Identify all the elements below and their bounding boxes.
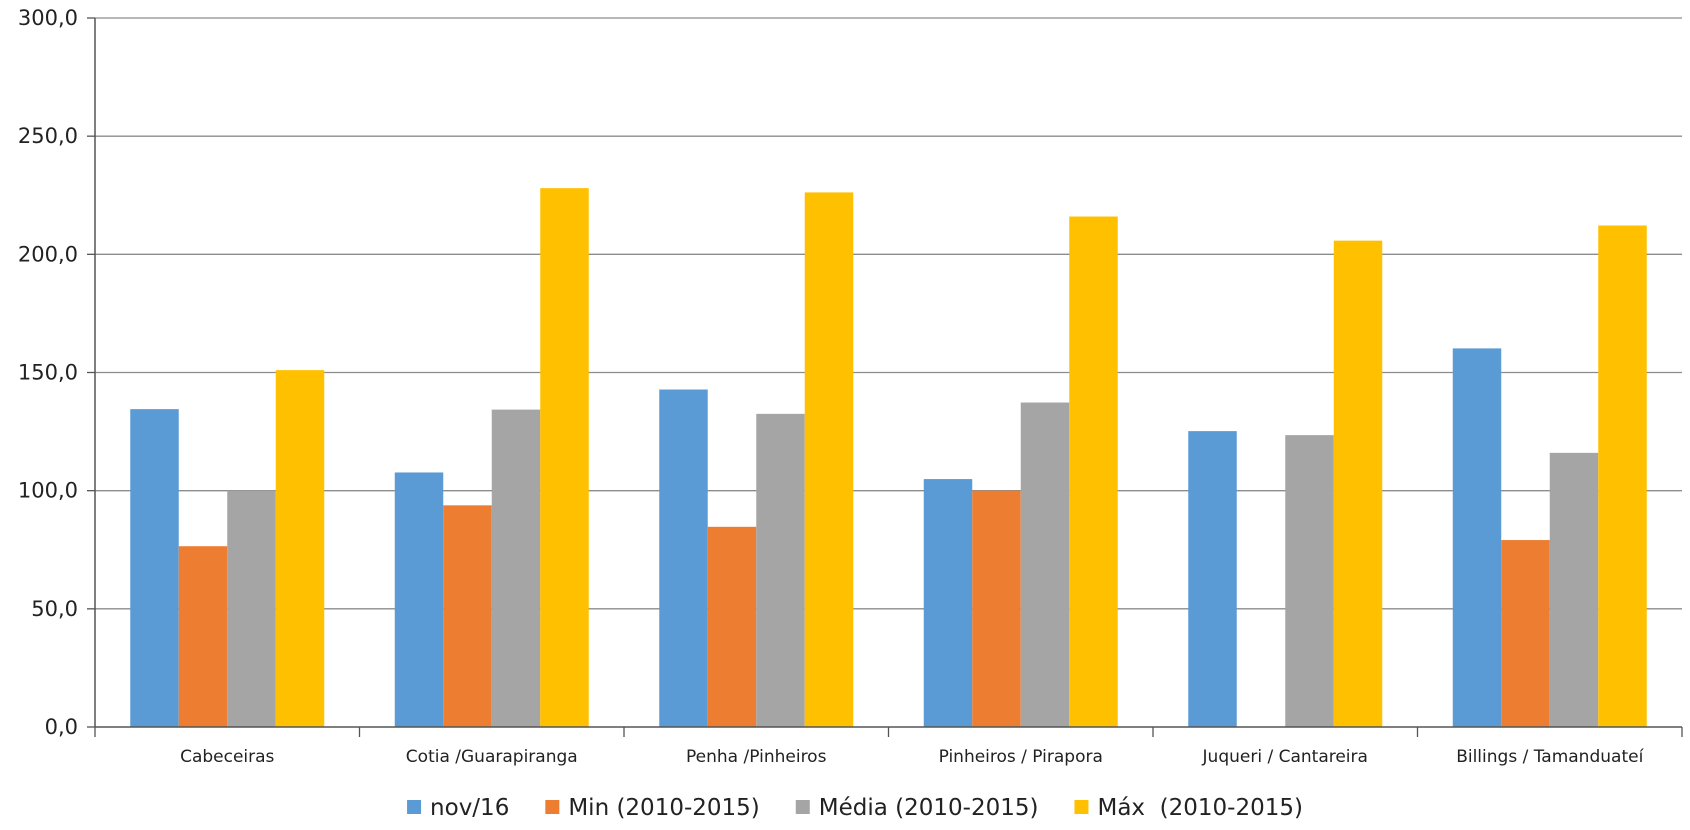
bar — [756, 413, 805, 727]
y-tick-label: 300,0 — [18, 6, 78, 30]
bar — [1333, 240, 1383, 727]
x-tick-label: Cotia /Guarapiranga — [406, 747, 578, 767]
bar — [1501, 540, 1550, 727]
bar — [394, 472, 444, 727]
y-tick-label: 200,0 — [18, 242, 78, 266]
bar — [491, 409, 541, 727]
legend-swatch — [545, 800, 560, 814]
x-tick-label: Penha /Pinheiros — [686, 747, 827, 767]
y-tick-label: 50,0 — [31, 597, 78, 621]
axes: 0,0 50,0 100,0 150,0 200,0 250,0 300,0 Cabeceir… — [18, 6, 1683, 767]
legend-label: Média (2010-2015) — [819, 795, 1039, 821]
bar — [540, 188, 589, 727]
y-tick-label: 150,0 — [18, 361, 78, 385]
bar — [1452, 348, 1502, 727]
bar — [1598, 225, 1647, 727]
legend-label: nov/16 — [430, 795, 509, 821]
legend-swatch — [407, 800, 422, 814]
x-tick-label: Billings / Tamanduateí — [1456, 747, 1644, 767]
y-tick-label: 250,0 — [18, 124, 78, 148]
bar — [443, 505, 492, 727]
bar — [1549, 452, 1599, 727]
bar — [1188, 431, 1237, 727]
bar — [178, 546, 228, 727]
bar — [1020, 402, 1070, 727]
bar — [804, 192, 854, 727]
legend: nov/16 Min (2010-2015) Média (2010-2015) Má… — [407, 795, 1303, 821]
bars — [130, 188, 1647, 727]
x-tick-label: Juqueri / Cantareira — [1202, 747, 1368, 767]
bar — [1069, 216, 1118, 727]
bar — [707, 526, 757, 727]
legend-swatch — [1074, 800, 1089, 814]
legend-item: Máx (2010-2015) — [1074, 795, 1303, 821]
x-tick-label: Cabeceiras — [180, 747, 274, 767]
bar — [923, 479, 973, 727]
legend-item: Média (2010-2015) — [795, 795, 1039, 821]
bar — [972, 490, 1021, 727]
y-tick-label: 100,0 — [18, 479, 78, 503]
x-tick-label: Pinheiros / Pirapora — [939, 747, 1103, 767]
bar — [130, 409, 179, 727]
legend-item: Min (2010-2015) — [545, 795, 760, 821]
y-tick-label: 0,0 — [45, 715, 78, 739]
bar — [659, 389, 708, 727]
legend-label: Min (2010-2015) — [568, 795, 759, 821]
legend-item: nov/16 — [407, 795, 509, 821]
bar — [275, 370, 325, 727]
legend-label: Máx (2010-2015) — [1097, 795, 1302, 821]
legend-swatch — [795, 800, 810, 814]
gridlines — [95, 17, 1682, 610]
bar — [1285, 435, 1334, 727]
bar — [227, 490, 276, 727]
